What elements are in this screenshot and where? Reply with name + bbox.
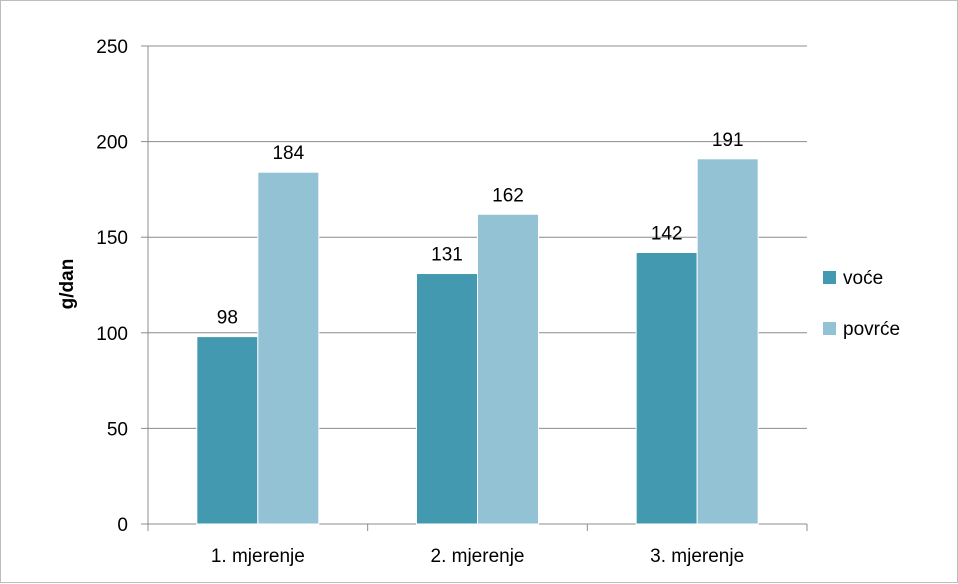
x-tick-label: 3. mjerenje bbox=[650, 546, 744, 567]
y-axis-label: g/dan bbox=[57, 259, 78, 310]
y-tick-label: 200 bbox=[96, 133, 128, 154]
legend-label: povrće bbox=[843, 319, 900, 340]
y-tick-label: 150 bbox=[96, 228, 128, 249]
y-tick-label: 0 bbox=[117, 515, 128, 536]
data-label: 131 bbox=[431, 245, 463, 266]
bar-voce bbox=[635, 251, 698, 525]
y-tick-label: 50 bbox=[107, 419, 128, 440]
data-label: 191 bbox=[712, 130, 744, 151]
x-tick-label: 1. mjerenje bbox=[211, 546, 305, 567]
data-label: 184 bbox=[272, 143, 304, 164]
legend-swatch bbox=[823, 271, 836, 284]
x-tick-label: 2. mjerenje bbox=[431, 546, 525, 567]
data-label: 98 bbox=[217, 308, 238, 329]
legend-swatch bbox=[823, 322, 836, 335]
y-tick-label: 250 bbox=[96, 37, 128, 58]
bar-povrce bbox=[696, 158, 759, 525]
bar-povrce bbox=[477, 213, 539, 525]
data-label: 142 bbox=[651, 223, 683, 244]
data-label: 162 bbox=[492, 185, 524, 206]
y-tick-label: 100 bbox=[96, 324, 128, 345]
bar-voce bbox=[416, 273, 478, 525]
bar-povrce bbox=[257, 171, 320, 525]
legend-label: voće bbox=[843, 268, 883, 289]
bar-voce bbox=[196, 336, 259, 525]
